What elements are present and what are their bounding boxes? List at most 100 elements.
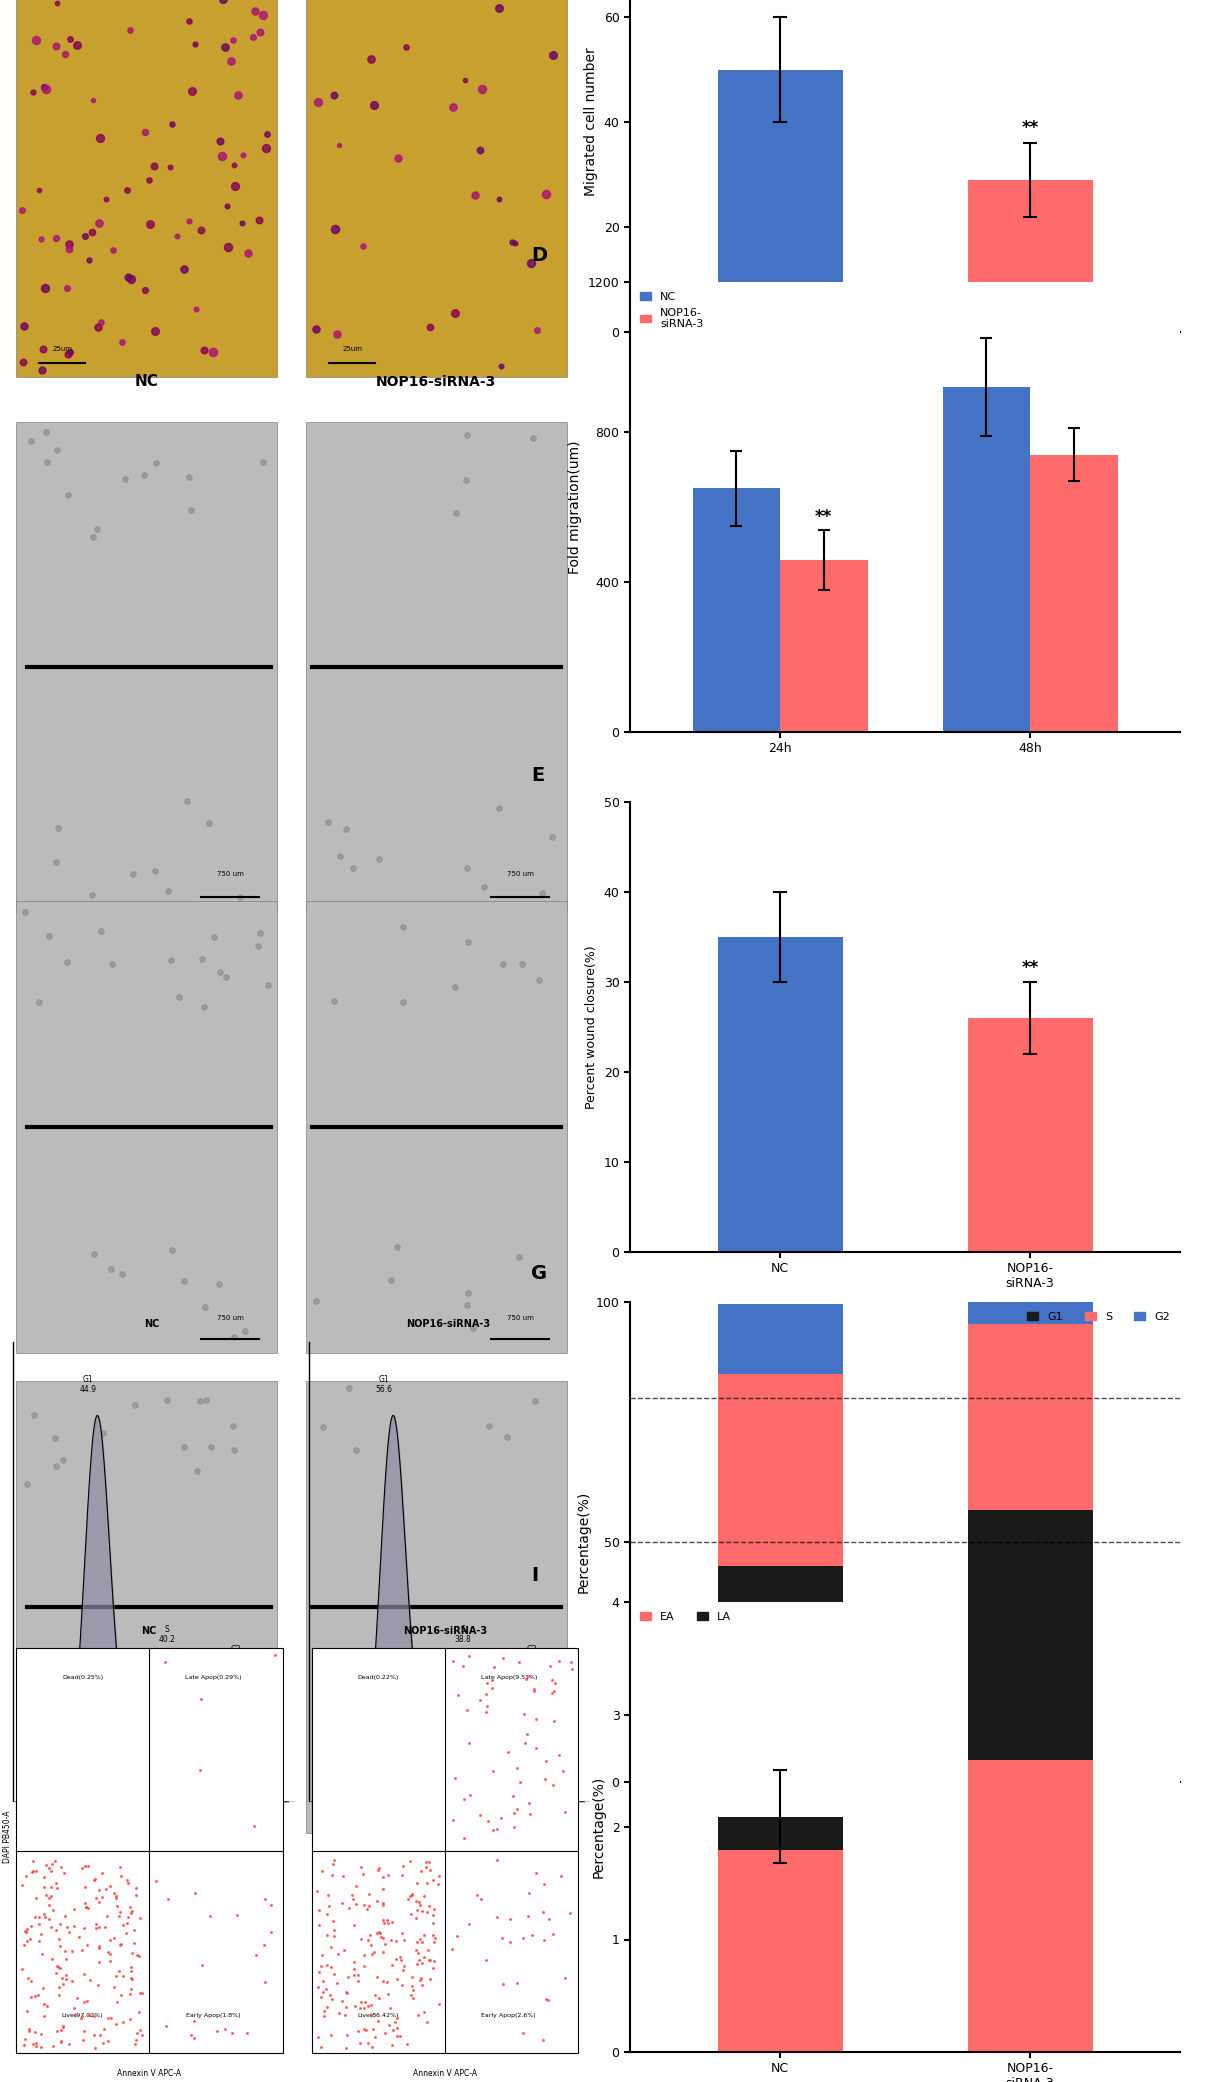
Text: Dead(0.22%): Dead(0.22%)	[357, 1676, 399, 1680]
Point	[122, 1961, 142, 1995]
Point	[382, 1264, 401, 1297]
Bar	[16, 1380, 277, 1832]
Point	[48, 1872, 67, 1905]
Point	[61, 335, 81, 369]
Point	[412, 1895, 432, 1928]
Point	[94, 1416, 113, 1449]
Text: Early Apop(1.8%): Early Apop(1.8%)	[185, 2013, 240, 2017]
Point	[444, 1757, 464, 1791]
Bar	[311, 1649, 578, 2053]
Point	[470, 1803, 489, 1836]
Point	[96, 183, 116, 217]
Point	[37, 1849, 56, 1882]
Point	[406, 1884, 426, 1918]
Point	[387, 2001, 406, 2034]
Point	[355, 1949, 375, 1982]
Point	[185, 1876, 205, 1909]
Point	[533, 2024, 553, 2057]
Point	[105, 1876, 124, 1909]
Point	[129, 1938, 149, 1972]
Point	[56, 1963, 76, 1997]
Point	[373, 1872, 393, 1905]
Text: 750 um: 750 um	[217, 1795, 244, 1801]
Point	[117, 1915, 137, 1949]
Point	[134, 458, 154, 491]
Point	[331, 839, 350, 872]
Bar	[693, 489, 780, 733]
Point	[120, 12, 139, 46]
Point	[21, 1980, 40, 2013]
Point	[458, 418, 477, 452]
Bar	[16, 902, 277, 1353]
Point	[159, 874, 178, 908]
Point	[443, 1932, 462, 1965]
Point	[98, 2001, 117, 2034]
Point	[27, 2030, 46, 2063]
Point	[392, 1945, 411, 1978]
Point	[182, 75, 201, 108]
Point	[447, 496, 466, 529]
Point	[354, 229, 373, 262]
Point	[505, 1797, 525, 1830]
Point	[63, 1893, 83, 1926]
Point	[111, 1978, 131, 2011]
Point	[477, 1943, 497, 1976]
Bar	[943, 387, 1030, 733]
Point	[212, 139, 232, 173]
Point	[26, 1978, 45, 2011]
Point	[48, 0, 67, 19]
Point	[46, 1957, 66, 1990]
Point	[400, 1880, 420, 1913]
Point	[411, 1961, 431, 1995]
Point	[17, 1924, 37, 1957]
Point	[62, 1934, 82, 1967]
Point	[49, 1970, 68, 2003]
Text: 25um: 25um	[52, 346, 72, 352]
Point	[555, 1961, 575, 1995]
Text: DAPI PB450-A: DAPI PB450-A	[2, 1811, 12, 1863]
Point	[312, 1938, 332, 1972]
Point	[417, 1865, 437, 1899]
Point	[49, 1978, 68, 2011]
Point	[196, 1385, 216, 1418]
Point	[332, 1984, 351, 2017]
Point	[522, 1918, 542, 1951]
Point	[523, 421, 543, 454]
Point	[351, 1851, 371, 1884]
Point	[394, 1953, 414, 1986]
Point	[111, 1928, 131, 1961]
Point	[508, 1793, 527, 1826]
Point	[132, 2020, 151, 2053]
Point	[368, 1915, 388, 1949]
Point	[190, 1385, 210, 1418]
Point	[309, 85, 328, 119]
Point	[371, 1920, 390, 1953]
Text: Annexin V APC-A: Annexin V APC-A	[117, 2070, 182, 2078]
Point	[101, 1251, 121, 1285]
Point	[378, 1859, 398, 1893]
Point	[401, 1897, 421, 1930]
Point	[15, 1913, 34, 1947]
Point	[74, 1984, 94, 2017]
Point	[43, 1893, 62, 1926]
Point	[88, 512, 107, 545]
Point	[126, 1878, 145, 1911]
Point	[72, 1999, 91, 2032]
Point	[536, 1763, 555, 1797]
Text: 750 um: 750 um	[217, 870, 244, 877]
Point	[110, 1899, 129, 1932]
Y-axis label: Percentage(%): Percentage(%)	[592, 1776, 606, 1878]
Point	[354, 1780, 373, 1813]
Text: DNA Contents: DNA Contents	[122, 1834, 182, 1845]
Point	[34, 71, 54, 104]
Point	[410, 1886, 429, 1920]
Point	[526, 1385, 545, 1418]
Point	[472, 73, 492, 106]
Point	[562, 1653, 582, 1686]
Point	[59, 227, 78, 260]
Point	[120, 1978, 139, 2011]
Point	[218, 231, 238, 264]
Point	[145, 854, 165, 887]
Point	[76, 221, 95, 254]
Point	[367, 1961, 387, 1995]
